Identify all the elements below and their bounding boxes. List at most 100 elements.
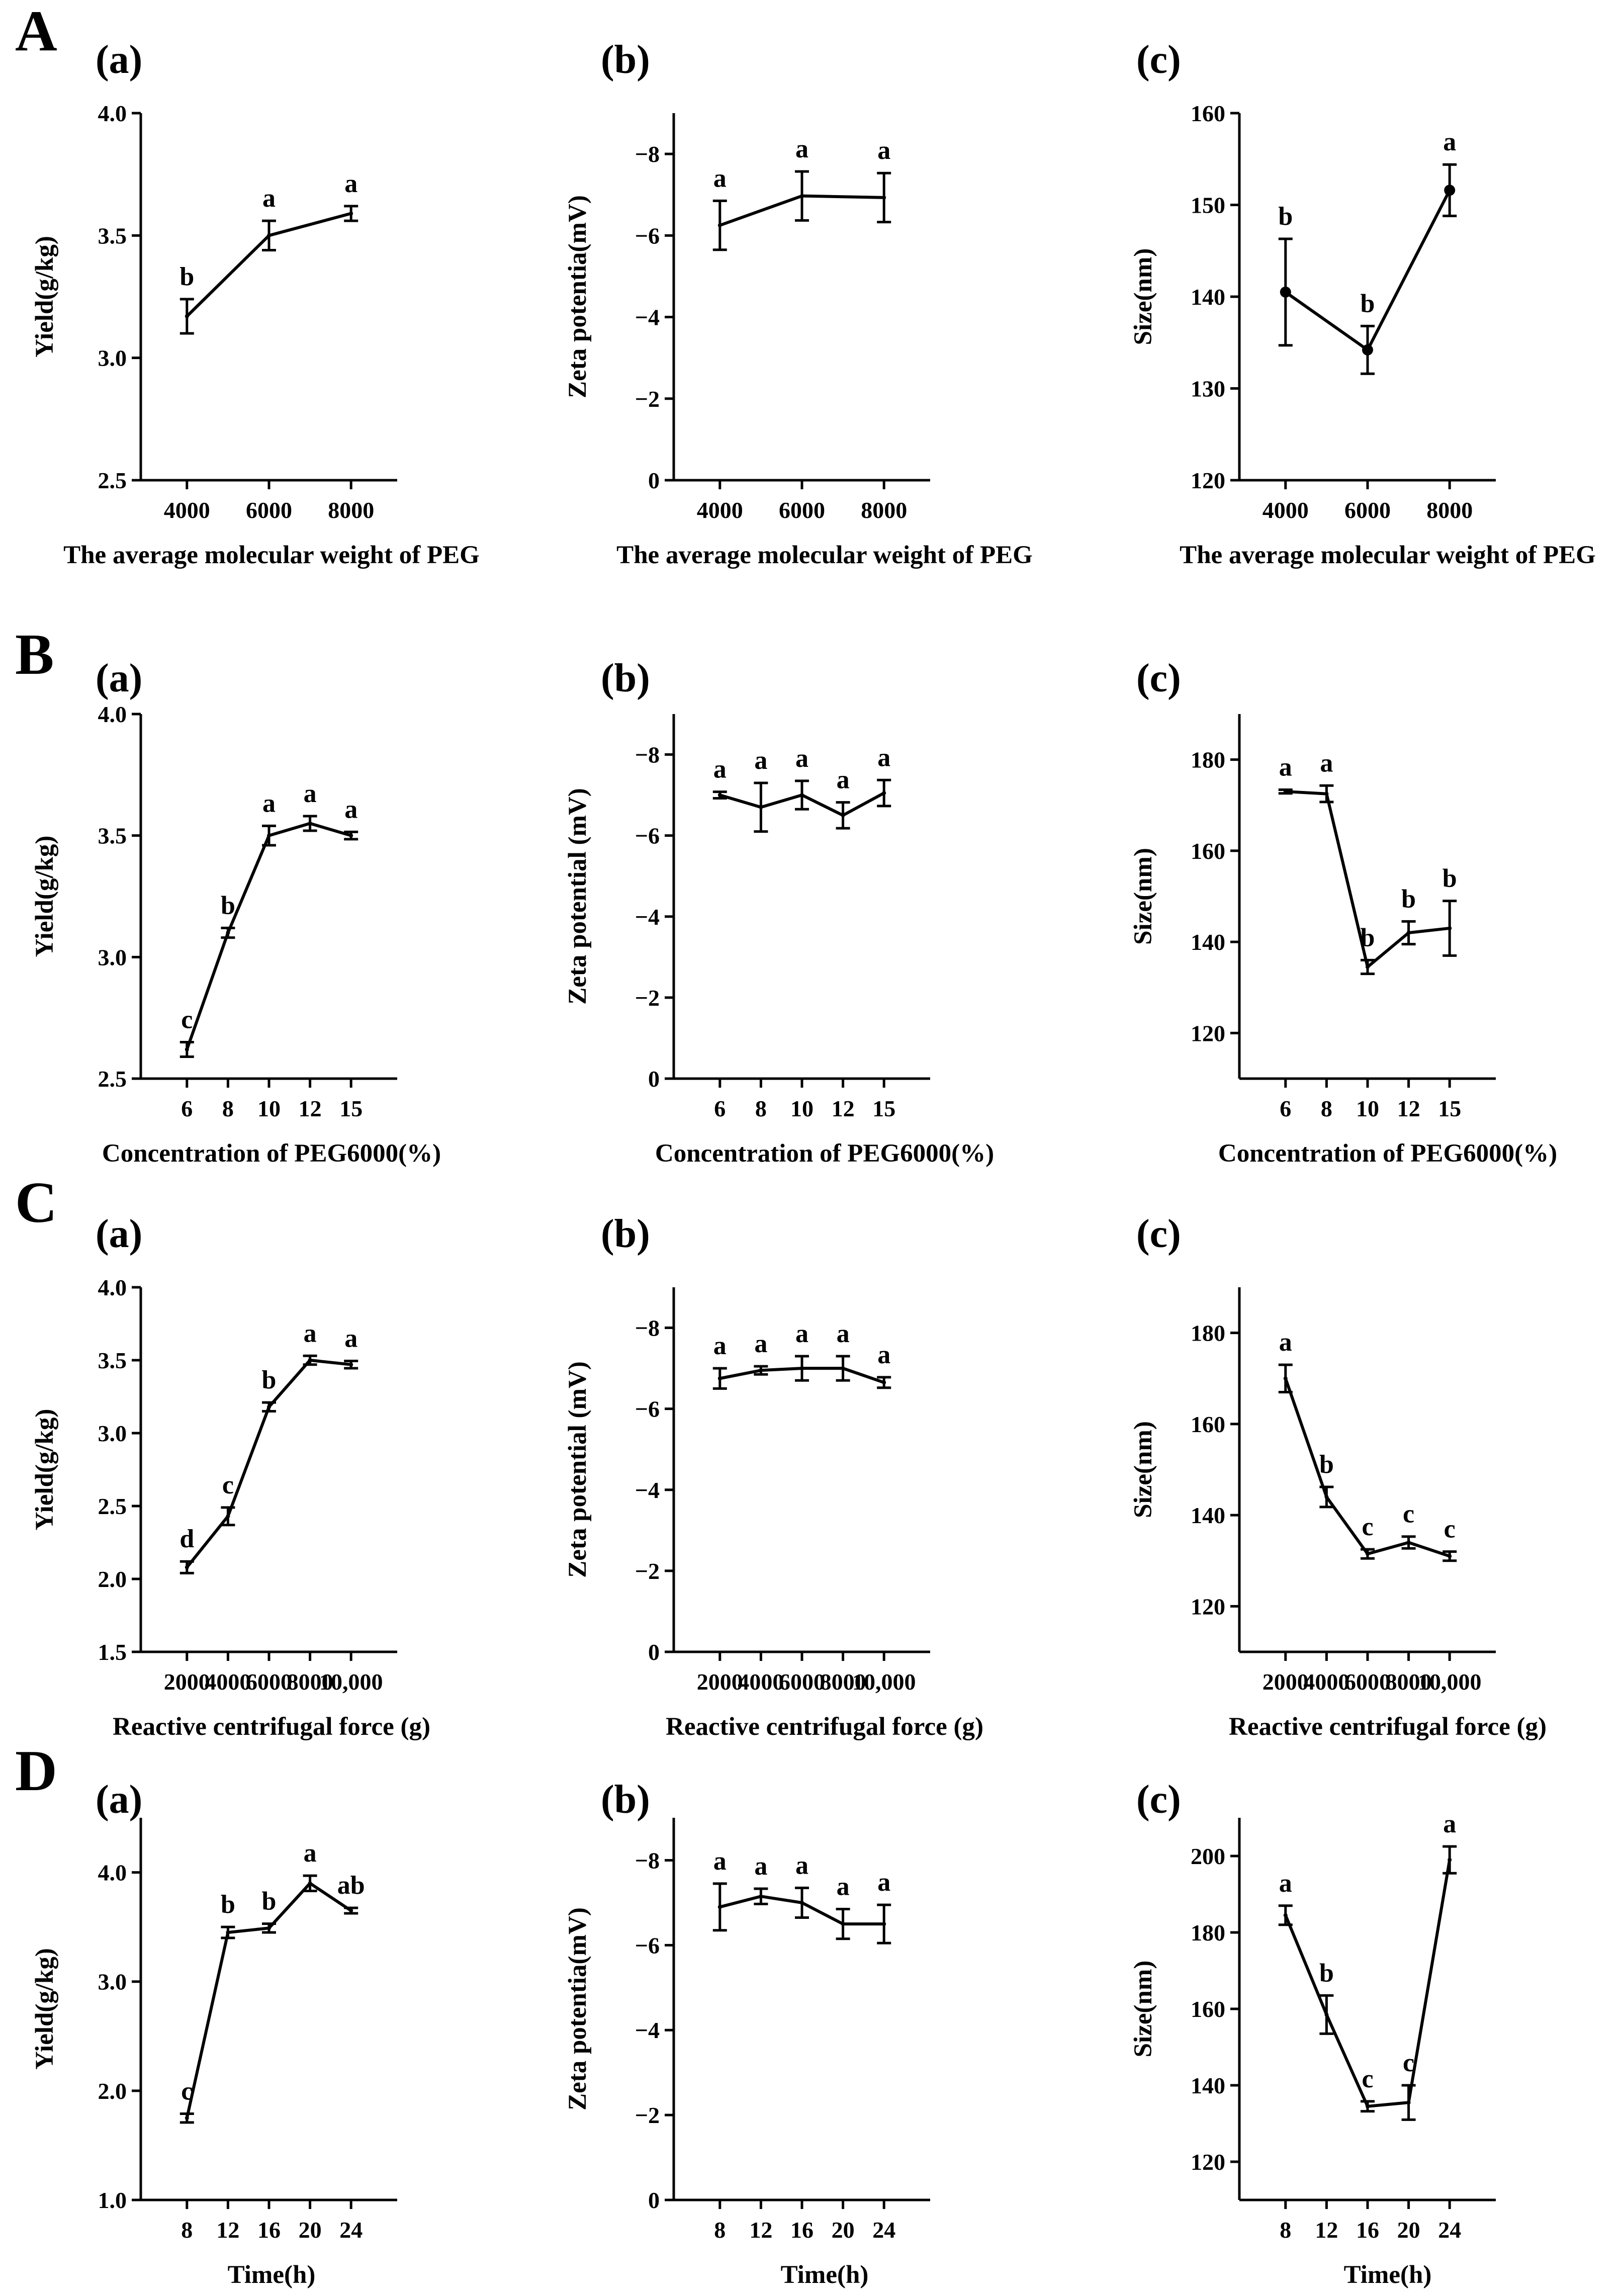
significance-label: b xyxy=(262,1887,277,1916)
x-tick-label: 10,000 xyxy=(852,1669,916,1695)
x-tick-label: 24 xyxy=(1438,2217,1461,2243)
x-tick-label: 24 xyxy=(872,2217,895,2243)
data-point xyxy=(1406,1540,1411,1545)
significance-label: c xyxy=(1444,1515,1456,1544)
x-tick-label: 4000 xyxy=(697,497,743,523)
y-tick-label: 3.5 xyxy=(98,823,127,849)
y-tick-label: 150 xyxy=(1191,193,1225,218)
y-tick-label: 3.0 xyxy=(98,1969,127,1995)
x-tick-label: 12 xyxy=(216,2217,239,2243)
x-tick-label: 8000 xyxy=(287,1669,333,1695)
data-point xyxy=(1280,286,1291,298)
y-tick-label: 120 xyxy=(1191,1020,1225,1046)
data-point xyxy=(1324,2012,1329,2017)
data-point xyxy=(1324,791,1329,796)
y-tick-label: 4.0 xyxy=(98,101,127,126)
x-tick-label: 12 xyxy=(749,2217,772,2243)
data-point xyxy=(349,1362,353,1367)
x-tick-label: 8000 xyxy=(820,1669,866,1695)
y-tick-label: 120 xyxy=(1191,468,1225,493)
panel-label-c-1: (a) xyxy=(96,1212,142,1256)
y-tick-label: 160 xyxy=(1191,101,1225,126)
x-tick-label: 4000 xyxy=(738,1669,784,1695)
significance-label: a xyxy=(795,1319,808,1348)
data-point xyxy=(1366,2104,1370,2108)
significance-label: a xyxy=(795,135,808,163)
data-point xyxy=(841,1366,845,1371)
y-tick-label: −6 xyxy=(635,1396,660,1422)
x-tick-label: 15 xyxy=(1438,1096,1461,1121)
y-tick-label: 4.0 xyxy=(98,1275,127,1300)
data-point xyxy=(226,1514,230,1519)
y-tick-label: 140 xyxy=(1191,2073,1225,2098)
x-tick-label: 6000 xyxy=(1344,1669,1391,1695)
data-point xyxy=(185,1047,189,1051)
x-tick-label: 12 xyxy=(299,1096,322,1121)
y-tick-label: −4 xyxy=(635,2017,660,2043)
significance-label: a xyxy=(304,1319,317,1348)
y-axis-title: Yield(g/kg) xyxy=(31,836,59,957)
series-line xyxy=(185,822,352,1050)
x-tick-label: 8 xyxy=(181,2217,193,2243)
data-point xyxy=(308,1881,312,1886)
x-tick-label: 20 xyxy=(1397,2217,1420,2243)
y-tick-label: −8 xyxy=(635,742,660,768)
data-point xyxy=(1366,964,1370,969)
y-tick-label: 140 xyxy=(1191,929,1225,955)
significance-label: a xyxy=(877,1341,890,1369)
y-tick-label: 3.5 xyxy=(98,1348,127,1373)
significance-label: a xyxy=(344,1324,357,1353)
y-tick-label: −8 xyxy=(635,1847,660,1873)
significance-label: a xyxy=(754,1330,767,1358)
x-tick-label: 8000 xyxy=(1386,1669,1432,1695)
panel-label-c-3: (c) xyxy=(1136,1212,1181,1256)
panel-label-b-2: (b) xyxy=(601,656,650,700)
y-tick-label: 160 xyxy=(1191,1996,1225,2022)
significance-label: c xyxy=(181,2077,193,2105)
data-point xyxy=(1448,1858,1452,1862)
x-axis-title: Concentration of PEG6000(%) xyxy=(1218,1139,1557,1168)
data-point xyxy=(1448,926,1452,930)
x-tick-label: 8000 xyxy=(328,497,374,523)
y-tick-label: 2.5 xyxy=(98,1493,127,1519)
x-tick-label: 15 xyxy=(872,1096,895,1121)
significance-label: a xyxy=(754,746,767,775)
chart-b-c: 120 140 160 180 6 8 10 12 15 Concentration of PEG… xyxy=(1129,714,1557,1168)
x-tick-label: 8 xyxy=(1280,2217,1291,2243)
data-point xyxy=(759,1368,763,1373)
x-tick-label: 10 xyxy=(257,1096,281,1121)
significance-label: c xyxy=(1403,2049,1414,2077)
significance-label: a xyxy=(344,795,357,824)
x-tick-label: 4000 xyxy=(1303,1669,1349,1695)
x-tick-label: 8 xyxy=(222,1096,234,1121)
data-point xyxy=(800,1900,804,1905)
significance-label: b xyxy=(262,1366,277,1394)
significance-label: b xyxy=(221,1890,235,1919)
significance-label: a xyxy=(713,1332,727,1360)
row-letter-c: C xyxy=(15,1171,57,1235)
y-tick-label: 2.5 xyxy=(98,1066,127,1092)
x-axis-title: The average molecular weight of PEG xyxy=(1180,541,1596,569)
significance-label: a xyxy=(344,169,357,198)
significance-label: a xyxy=(1279,1328,1292,1357)
series-line xyxy=(185,1882,352,2119)
significance-label: a xyxy=(262,789,276,818)
x-tick-label: 8000 xyxy=(861,497,907,523)
x-tick-label: 12 xyxy=(1315,2217,1338,2243)
data-point xyxy=(882,791,886,796)
y-tick-label: 0 xyxy=(648,1639,660,1665)
data-point xyxy=(226,1930,230,1934)
data-point xyxy=(841,813,845,818)
x-axis-title: Time(h) xyxy=(228,2261,316,2289)
row-letter-b: B xyxy=(15,623,54,687)
y-axis-title: Zeta potential (mV) xyxy=(564,1361,592,1578)
y-tick-label: 4.0 xyxy=(98,701,127,727)
panel-label-a-2: (b) xyxy=(601,38,650,82)
panel-label-c-2: (b) xyxy=(601,1212,650,1256)
x-axis-title: Time(h) xyxy=(781,2261,869,2289)
significance-label: a xyxy=(837,766,850,795)
y-axis-title: Yield(g/kg) xyxy=(31,236,59,358)
data-point xyxy=(759,805,763,810)
y-tick-label: 0 xyxy=(648,468,660,493)
